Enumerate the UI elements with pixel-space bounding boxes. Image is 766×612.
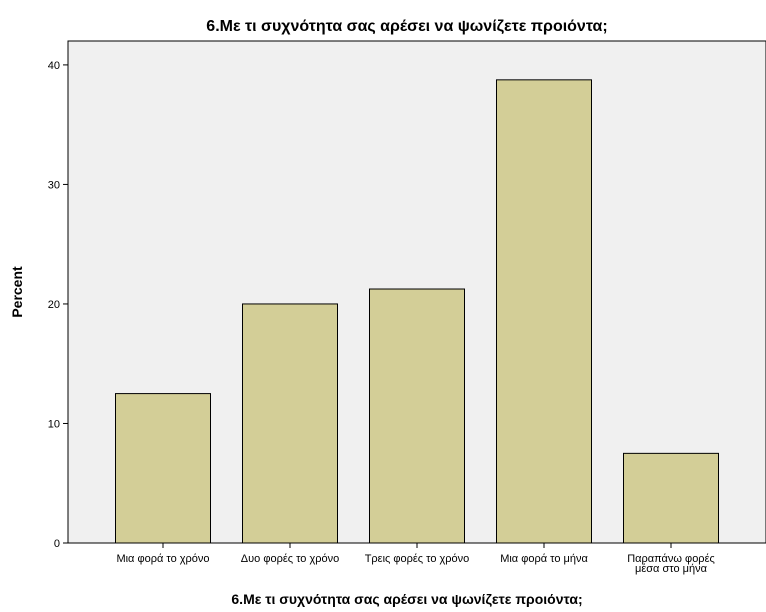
- bar: [496, 79, 592, 544]
- x-category-label: Μια φορά το χρόνο: [116, 553, 209, 565]
- x-category-label: Τρεις φορές το χρόνο: [365, 553, 470, 565]
- y-tick-label: 40: [48, 60, 60, 72]
- bar: [369, 288, 465, 544]
- x-category-label: Μια φορά το μήνα: [500, 553, 588, 565]
- y-tick-label: 10: [48, 418, 60, 430]
- y-axis-ticks: 0 10 20 30 40: [48, 60, 68, 550]
- bar: [115, 393, 211, 544]
- bar: [242, 303, 338, 544]
- bars: [115, 79, 719, 544]
- x-axis-categories: Μια φορά το χρόνο Δυο φορές το χρόνο Τρεις…: [116, 543, 715, 575]
- x-axis-title: 6.Με τι συχνότητα σας αρέσει να ψωνίζετε…: [231, 591, 582, 607]
- y-tick-label: 30: [48, 179, 60, 191]
- x-category-label: Παραπάνω φορές: [627, 553, 715, 565]
- chart-title: 6.Με τι συχνότητα σας αρέσει να ψωνίζετε…: [206, 18, 607, 35]
- y-tick-label: 20: [48, 299, 60, 311]
- bar: [623, 452, 719, 544]
- x-category-label: Δυο φορές το χρόνο: [241, 553, 339, 565]
- y-tick-label: 0: [54, 538, 60, 550]
- x-category-label: μέσα στο μήνα: [635, 563, 708, 575]
- y-axis-title: Percent: [9, 266, 25, 318]
